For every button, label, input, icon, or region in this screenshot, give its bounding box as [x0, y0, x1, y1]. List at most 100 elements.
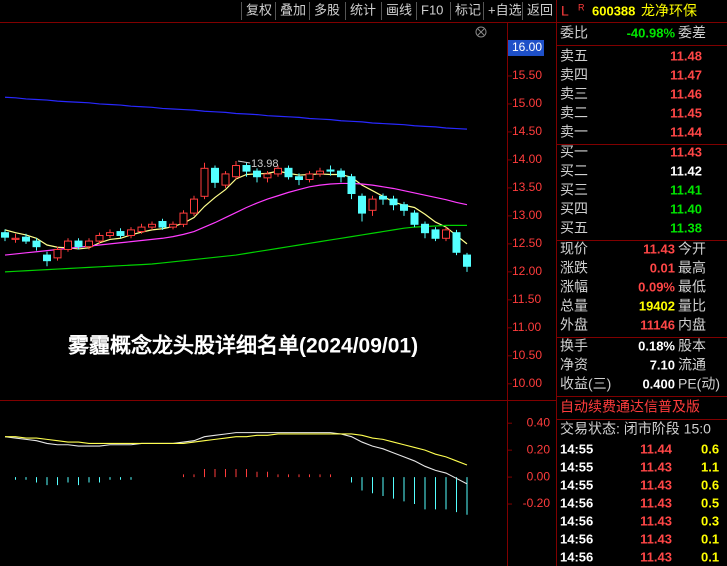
candle-body	[316, 170, 324, 175]
toolbar-button[interactable]: 返回	[527, 2, 553, 17]
bid-price: 11.40	[670, 201, 702, 216]
y-tick-label: 10.00	[512, 376, 542, 390]
ask-price: 11.44	[670, 124, 703, 139]
candle-body	[284, 167, 293, 178]
stat-value: 0.18%	[638, 338, 675, 353]
candle-body	[274, 167, 282, 175]
stat-value: 11.43	[643, 241, 675, 256]
bid-label: 买五	[560, 220, 588, 236]
stat-label: 流通	[678, 357, 706, 373]
toolbar-button[interactable]: 标记	[455, 2, 481, 17]
bid-price: 11.43	[670, 144, 702, 159]
bid-price: 11.41	[670, 182, 702, 197]
close-icon[interactable]	[475, 26, 487, 38]
trade-volume: 0.1	[701, 549, 719, 564]
candle-body	[64, 240, 72, 250]
stat-value: 11146	[640, 317, 675, 332]
y-tick-label: -0.20	[523, 496, 551, 510]
candle-body	[305, 173, 314, 181]
toolbar-button[interactable]: 统计	[350, 2, 376, 17]
bid-label: 买二	[560, 163, 588, 179]
stat-label: 涨跌	[560, 260, 588, 276]
candle-body	[232, 165, 240, 178]
bid-price: 11.42	[670, 163, 702, 178]
y-tick-label: 15.00	[512, 96, 542, 110]
candle-body	[106, 232, 114, 236]
trade-time: 14:55	[560, 459, 593, 474]
toolbar-button[interactable]: 多股	[314, 2, 340, 17]
candle-body	[53, 248, 62, 259]
candle-body	[379, 195, 387, 200]
trade-price: 11.43	[640, 495, 672, 510]
candle-body	[158, 220, 167, 228]
stat-label: 外盘	[560, 317, 588, 333]
stat-label: 现价	[560, 241, 588, 257]
y-tick-highlight	[508, 39, 544, 56]
max-price-label: 13.98	[251, 158, 279, 170]
toolbar-button[interactable]: 叠加	[280, 2, 306, 17]
candle-body	[221, 173, 230, 186]
toolbar-button[interactable]: F10	[421, 2, 443, 17]
y-tick-label: 0.00	[527, 469, 551, 483]
candle-body	[442, 229, 450, 239]
y-tick-label: 10.50	[512, 348, 542, 362]
market-tag: L	[561, 3, 569, 19]
stat-label: 涨幅	[560, 279, 588, 295]
ask-price: 11.47	[670, 67, 702, 82]
bid-price: 11.38	[670, 220, 702, 235]
candle-body	[43, 254, 51, 262]
y-tick-label: 0.20	[527, 442, 551, 456]
ask-price: 11.46	[670, 86, 702, 101]
ask-label: 卖二	[560, 105, 588, 121]
ask-label: 卖一	[560, 124, 588, 140]
promo-link[interactable]: 自动续费通达信普及版	[560, 399, 700, 415]
candle-body	[127, 229, 135, 236]
row-label: 委差	[678, 25, 706, 41]
trade-time: 14:56	[560, 513, 593, 528]
candle-body	[358, 195, 366, 214]
ask-label: 卖三	[560, 86, 588, 102]
candle-body	[211, 167, 219, 183]
stat-value: 0.400	[642, 376, 675, 391]
trade-volume: 0.6	[701, 441, 719, 456]
trade-time: 14:56	[560, 549, 593, 564]
stat-label: 换手	[560, 338, 588, 354]
stat-label: 最低	[678, 279, 706, 295]
candle-body	[326, 169, 335, 172]
y-tick-label: 0.40	[527, 415, 551, 429]
stat-label: 股本	[678, 338, 706, 354]
trade-volume: 0.6	[701, 477, 719, 492]
trade-status: 交易状态: 闭市阶段 15:0	[560, 421, 711, 437]
candle-body	[253, 170, 261, 178]
y-tick-label: 11.00	[512, 320, 541, 334]
y-tick-label: 13.00	[512, 208, 542, 222]
candle-body	[169, 223, 177, 228]
candle-body	[11, 237, 20, 240]
trade-time: 14:56	[560, 531, 593, 546]
trade-time: 14:56	[560, 495, 593, 510]
stat-value: 7.10	[650, 357, 675, 372]
toolbar-button[interactable]: +自选	[488, 2, 522, 17]
row-label: 委比	[560, 25, 588, 41]
trade-volume: 0.3	[701, 513, 719, 528]
row-value: -40.98%	[627, 25, 676, 40]
trade-price: 11.43	[640, 531, 672, 546]
candle-body	[179, 212, 188, 225]
stat-label: 收益(三)	[560, 376, 611, 392]
bid-label: 买三	[560, 182, 588, 198]
stat-label: 总量	[560, 298, 588, 314]
trade-time: 14:55	[560, 441, 593, 456]
trade-price: 11.44	[640, 441, 673, 456]
toolbar-button[interactable]: 画线	[386, 2, 412, 17]
y-tick-label: 14.00	[512, 152, 542, 166]
toolbar-button[interactable]: 复权	[246, 2, 272, 17]
candle-body	[95, 234, 104, 242]
stat-label: 最高	[678, 260, 706, 276]
stat-label: 内盘	[678, 317, 706, 333]
stat-label: 今开	[678, 241, 706, 257]
bid-label: 买一	[560, 144, 588, 160]
candle-body	[463, 254, 471, 267]
candle-body	[431, 229, 440, 239]
candle-body	[410, 212, 419, 225]
